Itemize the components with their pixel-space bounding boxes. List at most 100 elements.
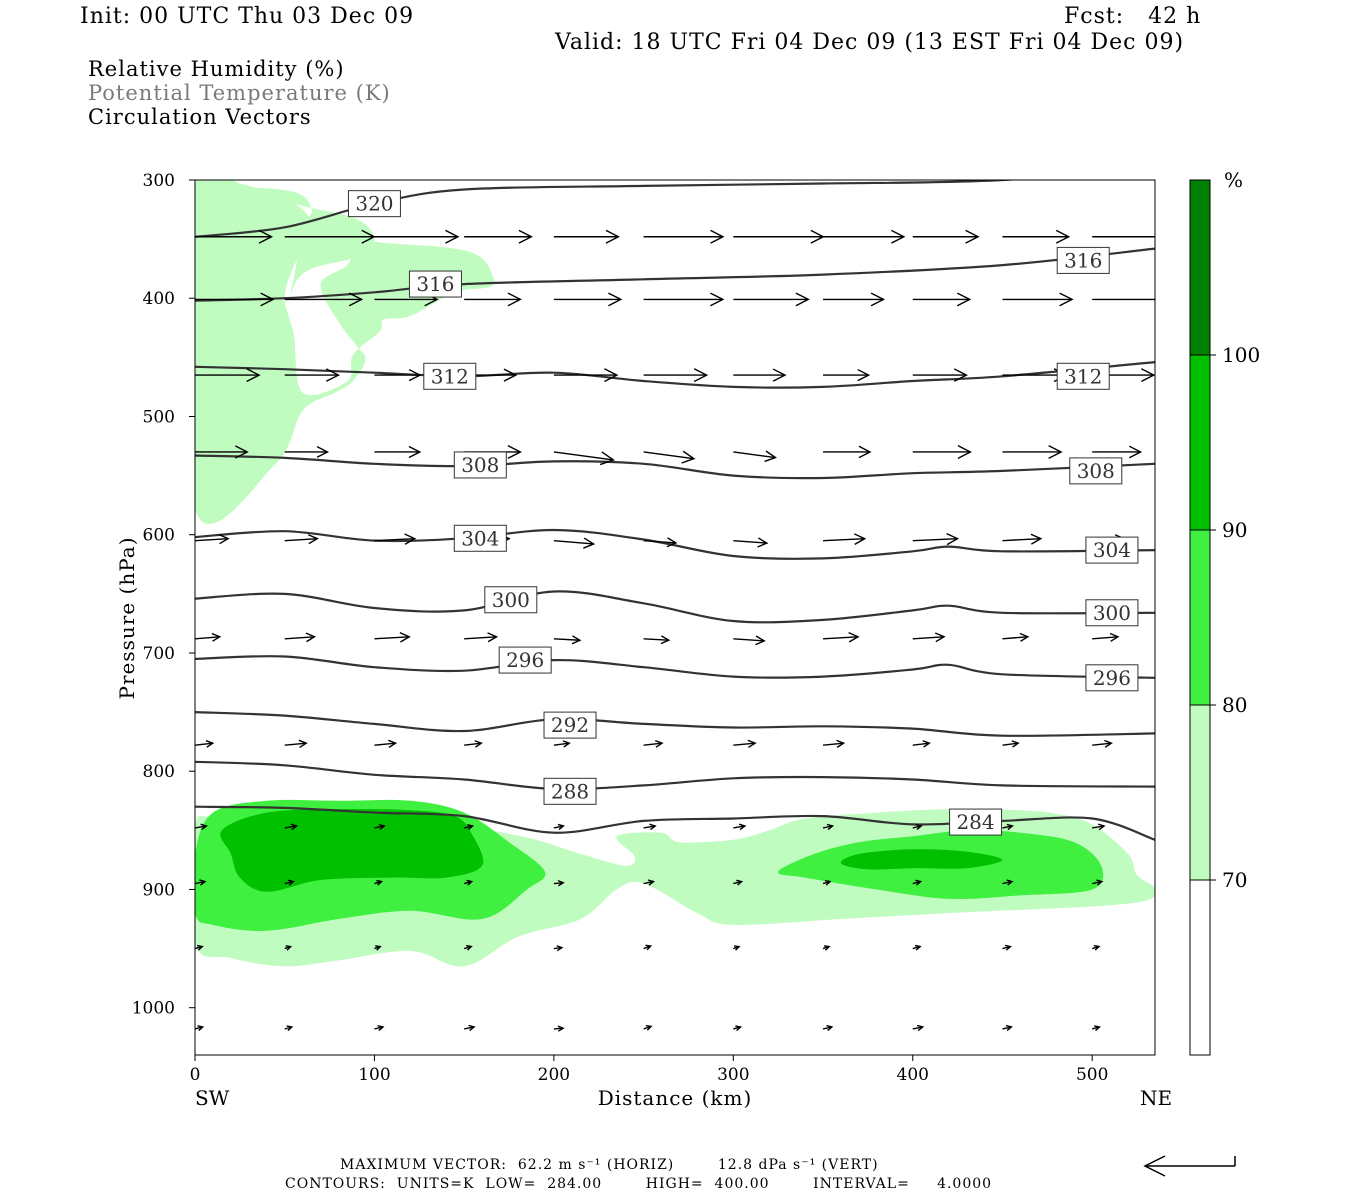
circulation-vector: [195, 632, 222, 642]
theta-label-284: 284: [949, 808, 1003, 836]
circulation-vector: [1092, 1025, 1101, 1032]
x-tick-label: 400: [897, 1065, 929, 1085]
circulation-vector: [822, 739, 846, 748]
svg-text:300: 300: [1093, 601, 1131, 625]
circulation-vector: [553, 537, 596, 549]
circulation-vector: [463, 944, 473, 951]
circulation-vector: [464, 1024, 476, 1032]
valid-time: Valid: 18 UTC Fri 04 Dec 09 (13 EST Fri …: [555, 30, 1185, 55]
circulation-vector: [195, 368, 261, 383]
circulation-vector: [284, 368, 340, 382]
colorbar-segment: [1189, 704, 1211, 881]
colorbar-level-label: 90: [1222, 518, 1247, 542]
forecast-hour: Fcst: 42 h: [1064, 4, 1202, 29]
circulation-vector: [553, 740, 571, 748]
circulation-vector: [733, 1025, 743, 1032]
x-left-end-label: SW: [195, 1086, 230, 1110]
circulation-vector: [643, 739, 664, 748]
theta-label-304: 304: [453, 524, 507, 552]
svg-text:300: 300: [492, 588, 530, 612]
colorbar-segment: [1189, 879, 1211, 1056]
circulation-vector: [1092, 445, 1143, 459]
y-tick-label: 700: [143, 644, 175, 664]
circulation-vector: [643, 368, 709, 383]
circulation-vector: [643, 944, 653, 951]
svg-text:308: 308: [1077, 459, 1115, 483]
circulation-vector: [464, 229, 533, 244]
circulation-vector: [284, 823, 299, 831]
circulation-vector: [553, 823, 565, 831]
circulation-vector: [284, 446, 330, 458]
circulation-vector: [643, 879, 656, 886]
svg-text:304: 304: [1093, 538, 1131, 562]
y-tick-label: 500: [143, 407, 175, 427]
theta-label-312: 312: [1056, 362, 1110, 390]
svg-text:312: 312: [1064, 364, 1102, 388]
circulation-vector: [195, 292, 275, 307]
y-tick-label: 400: [143, 289, 175, 309]
circulation-vector: [1091, 944, 1101, 951]
svg-text:320: 320: [355, 192, 393, 216]
circulation-vector: [284, 945, 293, 951]
circulation-vector: [284, 292, 364, 307]
circulation-vector: [912, 533, 960, 546]
circulation-vector: [733, 879, 744, 886]
circulation-vector: [643, 450, 696, 464]
theta-contour-304: [195, 528, 1155, 560]
circulation-vector: [374, 879, 384, 886]
svg-text:316: 316: [416, 272, 454, 296]
circulation-vector: [464, 292, 522, 307]
circulation-vector: [195, 879, 207, 886]
rh-region-90: [220, 808, 484, 892]
circulation-vector: [374, 368, 422, 382]
contour-info: CONTOURS: UNITS=K LOW= 284.00 HIGH= 400.…: [285, 1176, 993, 1192]
circulation-vector: [284, 632, 317, 643]
circulation-vector: [1092, 236, 1155, 238]
theta-label-300: 300: [484, 586, 538, 614]
circulation-vector: [1002, 944, 1012, 951]
svg-text:312: 312: [431, 364, 469, 388]
circulation-vector: [912, 632, 946, 643]
y-tick-label: 1000: [132, 999, 175, 1019]
field-label-vectors: Circulation Vectors: [88, 105, 312, 129]
theta-label-292: 292: [543, 711, 597, 739]
theta-label-320: 320: [347, 190, 401, 218]
circulation-vector: [374, 945, 382, 951]
circulation-vector: [733, 368, 787, 382]
circulation-vector: [195, 740, 215, 748]
theta-label-308: 308: [1069, 457, 1123, 485]
y-tick-label: 800: [143, 762, 175, 782]
colorbar-level-label: 70: [1222, 868, 1247, 892]
circulation-vector: [374, 739, 398, 748]
circulation-vector: [284, 534, 319, 545]
circulation-vector: [643, 537, 678, 548]
circulation-vector: [1002, 740, 1020, 748]
circulation-vector: [643, 292, 725, 307]
circulation-vector: [1002, 1024, 1013, 1032]
theta-label-296: 296: [1085, 664, 1139, 692]
circulation-vector: [463, 823, 475, 831]
circulation-vector: [912, 444, 972, 459]
theta-label-288: 288: [543, 777, 597, 805]
circulation-vector: [553, 451, 615, 466]
svg-text:296: 296: [1093, 666, 1131, 690]
circulation-vector: [195, 944, 204, 951]
circulation-vector: [1002, 823, 1014, 831]
circulation-vector: [822, 823, 835, 831]
circulation-vector: [822, 879, 832, 886]
colorbar-segment: [1189, 179, 1211, 356]
circulation-vector: [912, 740, 931, 748]
circulation-vector: [553, 1025, 565, 1032]
circulation-vector: [463, 879, 474, 886]
x-tick-label: 500: [1076, 1065, 1108, 1085]
circulation-vector: [823, 292, 886, 307]
circulation-vector: [733, 823, 747, 831]
circulation-vector: [1002, 632, 1030, 642]
circulation-vector: [374, 445, 422, 459]
field-label-theta: Potential Temperature (K): [88, 81, 391, 105]
circulation-vector: [553, 635, 582, 645]
circulation-vector: [195, 1025, 205, 1032]
circulation-vector: [1002, 292, 1074, 307]
circulation-vector: [643, 635, 671, 645]
circulation-vector: [823, 368, 871, 382]
